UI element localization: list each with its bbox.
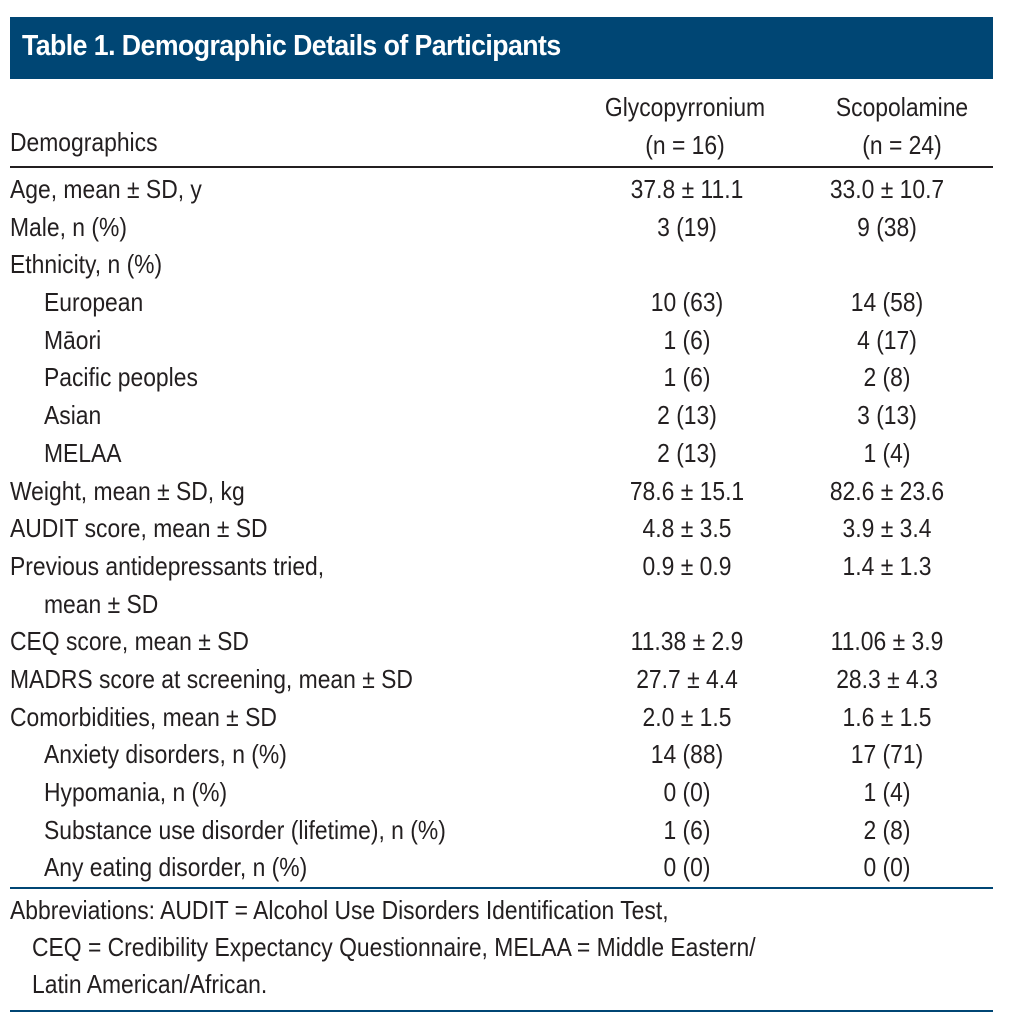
row-label: Māori <box>44 324 102 355</box>
row-label: Previous antidepressants tried, <box>10 550 325 581</box>
row-label: Substance use disorder (lifetime), n (%) <box>44 814 446 845</box>
row-label: European <box>44 287 144 318</box>
row-label: AUDIT score, mean ± SD <box>10 513 268 544</box>
row-label: MADRS score at screening, mean ± SD <box>10 663 413 694</box>
table-row: AUDIT score, mean ± SD 4.8 ± 3.5 3.9 ± 3.4 <box>10 509 993 547</box>
glycopyrronium-value: 3 (19) <box>657 211 717 242</box>
row-label: Comorbidities, mean ± SD <box>10 701 277 732</box>
row-label: Male, n (%) <box>10 211 127 242</box>
footnote-line: Abbreviations: AUDIT = Alcohol Use Disor… <box>10 895 669 925</box>
footnote-bottom-rule <box>10 1010 993 1012</box>
scopolamine-value: 0 (0) <box>863 852 911 883</box>
glycopyrronium-value: 0.9 ± 0.9 <box>642 550 732 581</box>
row-label: MELAA <box>44 437 122 468</box>
table-row-continuation: mean ± SD <box>10 585 993 623</box>
table-row: Comorbidities, mean ± SD 2.0 ± 1.5 1.6 ± 1… <box>10 698 993 736</box>
glycopyrronium-value: 11.38 ± 2.9 <box>630 626 744 657</box>
scopolamine-value: 82.6 ± 23.6 <box>829 475 945 506</box>
glycopyrronium-value: 14 (88) <box>650 739 724 770</box>
glycopyrronium-value: 2 (13) <box>657 437 717 468</box>
scopolamine-value: 2 (8) <box>863 362 911 393</box>
table-row: Hypomania, n (%) 0 (0) 1 (4) <box>10 773 993 811</box>
table-row: Previous antidepressants tried, 0.9 ± 0.9… <box>10 547 993 585</box>
table-row: Weight, mean ± SD, kg 78.6 ± 15.1 82.6 ± 2… <box>10 472 993 510</box>
row-label: mean ± SD <box>44 588 159 619</box>
header-rule <box>10 166 993 168</box>
scopolamine-value: 14 (58) <box>850 287 924 318</box>
glycopyrronium-value: 78.6 ± 15.1 <box>629 475 745 506</box>
table-row: Male, n (%) 3 (19) 9 (38) <box>10 208 993 246</box>
row-label: Anxiety disorders, n (%) <box>44 739 287 770</box>
row-label: CEQ score, mean ± SD <box>10 626 249 657</box>
scopolamine-value: 1 (4) <box>863 437 911 468</box>
glycopyrronium-value: 4.8 ± 3.5 <box>642 513 732 544</box>
header-scopolamine: Scopolamine (n = 24) <box>805 88 999 164</box>
glycopyrronium-value: 10 (63) <box>650 287 724 318</box>
table-row: MADRS score at screening, mean ± SD 27.7 … <box>10 660 993 698</box>
table-bottom-rule <box>10 887 993 889</box>
header-scopolamine-n: (n = 24) <box>862 130 942 160</box>
scopolamine-value: 1 (4) <box>863 777 911 807</box>
scopolamine-value: 28.3 ± 4.3 <box>836 663 938 694</box>
scopolamine-value: 11.06 ± 3.9 <box>830 626 944 657</box>
scopolamine-value: 3.9 ± 3.4 <box>842 513 932 544</box>
table-footnote: Abbreviations: AUDIT = Alcohol Use Disor… <box>10 892 857 1003</box>
row-label: Hypomania, n (%) <box>44 777 228 807</box>
header-glycopyrronium-name: Glycopyrronium <box>604 92 766 122</box>
scopolamine-value: 17 (71) <box>850 739 924 770</box>
glycopyrronium-value: 1 (6) <box>663 362 711 393</box>
table-body: Age, mean ± SD, y 37.8 ± 11.1 33.0 ± 10.7 … <box>10 170 993 886</box>
footnote-line: CEQ = Credibility Expectancy Questionnai… <box>32 932 756 962</box>
header-glycopyrronium: Glycopyrronium (n = 16) <box>584 88 786 164</box>
glycopyrronium-value: 27.7 ± 4.4 <box>636 663 738 694</box>
table-row: Any eating disorder, n (%) 0 (0) 0 (0) <box>10 848 993 886</box>
table-row: Substance use disorder (lifetime), n (%)… <box>10 811 993 849</box>
glycopyrronium-value: 2.0 ± 1.5 <box>642 701 732 732</box>
row-label: Weight, mean ± SD, kg <box>10 475 245 506</box>
table-row: Māori 1 (6) 4 (17) <box>10 321 993 359</box>
row-label: Any eating disorder, n (%) <box>44 852 308 883</box>
scopolamine-value: 3 (13) <box>857 400 917 431</box>
row-label: Asian <box>44 400 102 431</box>
scopolamine-value: 4 (17) <box>857 324 917 355</box>
table-title-bar: Table 1. Demographic Details of Particip… <box>10 17 993 79</box>
glycopyrronium-value: 0 (0) <box>663 852 711 883</box>
glycopyrronium-value: 37.8 ± 11.1 <box>630 174 744 204</box>
scopolamine-value: 33.0 ± 10.7 <box>829 174 945 204</box>
row-label: Ethnicity, n (%) <box>10 249 163 280</box>
scopolamine-value: 1.6 ± 1.5 <box>842 701 932 732</box>
header-scopolamine-name: Scopolamine <box>835 92 969 122</box>
header-glycopyrronium-n: (n = 16) <box>645 130 725 160</box>
footnote-line: Latin American/African. <box>32 969 268 999</box>
row-label: Age, mean ± SD, y <box>10 174 202 204</box>
glycopyrronium-value: 2 (13) <box>657 400 717 431</box>
table-row: Age, mean ± SD, y 37.8 ± 11.1 33.0 ± 10.7 <box>10 170 993 208</box>
table-row: Asian 2 (13) 3 (13) <box>10 396 993 434</box>
table-title: Table 1. Demographic Details of Particip… <box>22 30 561 62</box>
header-demographics: Demographics <box>10 127 158 157</box>
scopolamine-value: 1.4 ± 1.3 <box>842 550 932 581</box>
table-row: MELAA 2 (13) 1 (4) <box>10 434 993 472</box>
row-label: Pacific peoples <box>44 362 198 393</box>
glycopyrronium-value: 0 (0) <box>663 777 711 807</box>
scopolamine-value: 2 (8) <box>863 814 911 845</box>
table-row: CEQ score, mean ± SD 11.38 ± 2.9 11.06 ± 3… <box>10 622 993 660</box>
scopolamine-value: 9 (38) <box>857 211 917 242</box>
glycopyrronium-value: 1 (6) <box>663 814 711 845</box>
glycopyrronium-value: 1 (6) <box>663 324 711 355</box>
table-row: Ethnicity, n (%) <box>10 245 993 283</box>
table-row: Pacific peoples 1 (6) 2 (8) <box>10 358 993 396</box>
table-row: Anxiety disorders, n (%) 14 (88) 17 (71) <box>10 735 993 773</box>
table-row: European 10 (63) 14 (58) <box>10 283 993 321</box>
